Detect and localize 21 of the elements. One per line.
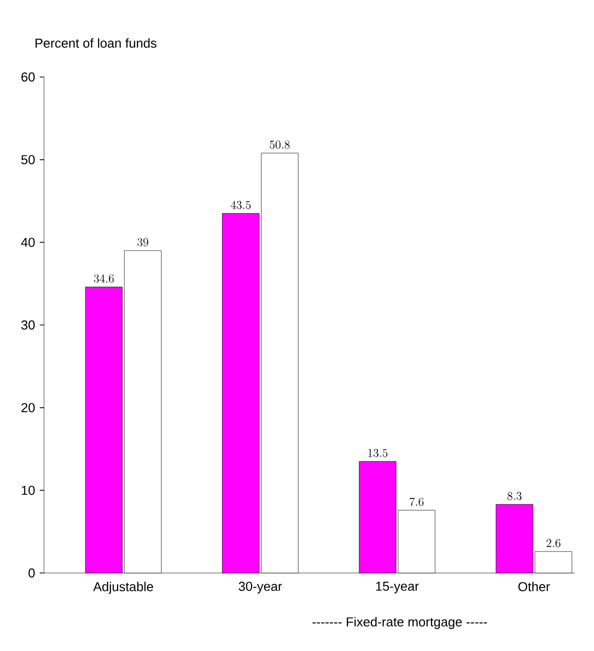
- data-label: 13.5: [368, 448, 388, 458]
- data-label: 39: [137, 238, 148, 246]
- data-label: 43.5: [230, 200, 251, 210]
- data-label: 7.6: [410, 498, 424, 506]
- y-tick-label: 20: [21, 403, 35, 412]
- y-tick-label: 10: [22, 486, 35, 495]
- y-tick-label: 40: [21, 238, 35, 247]
- x-tick-label: 30-year: [238, 582, 282, 594]
- y-tick-label: 0: [28, 568, 35, 578]
- y-tick-label: 60: [21, 72, 35, 82]
- y-tick-label: 30: [21, 320, 35, 330]
- x-tick-label: Other: [518, 582, 550, 592]
- data-label: 34.6: [94, 274, 114, 283]
- y-axis-title: Percent of loan funds: [36, 38, 156, 48]
- data-label: 2.6: [546, 539, 560, 548]
- y-tick-label: 50: [21, 155, 35, 164]
- data-label: 8.3: [507, 492, 522, 500]
- x-tick-label: Adjustable: [93, 582, 154, 594]
- x-tick-label: 15-year: [376, 582, 419, 594]
- data-label: 50.8: [270, 140, 290, 149]
- text: ------- Fixed-rate mortgage -----: [312, 616, 487, 630]
